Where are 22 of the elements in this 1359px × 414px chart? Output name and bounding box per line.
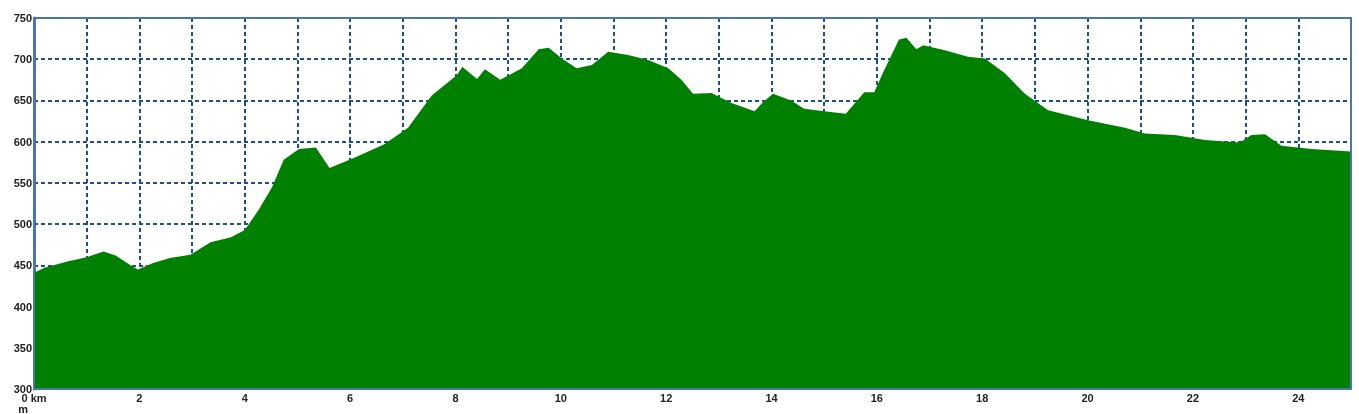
x-tick-label: 16 bbox=[870, 391, 884, 404]
y-axis-title: m bbox=[18, 402, 29, 414]
x-tick-label: 20 bbox=[1081, 391, 1094, 404]
y-tick-label: 700 bbox=[13, 53, 32, 66]
x-tick-label: 10 bbox=[554, 391, 567, 404]
x-tick-label: 12 bbox=[660, 391, 673, 404]
x-tick-label: 4 bbox=[241, 391, 249, 404]
y-tick-label: 500 bbox=[13, 218, 32, 231]
x-tick-label: 8 bbox=[452, 391, 459, 404]
x-tick-label: 6 bbox=[347, 391, 354, 404]
y-tick-label: 650 bbox=[13, 94, 32, 107]
y-tick-label: 350 bbox=[13, 341, 32, 354]
y-tick-label: 550 bbox=[13, 176, 32, 189]
x-tick-label: 18 bbox=[976, 391, 989, 404]
x-tick-label: 14 bbox=[765, 391, 779, 404]
x-tick-label: 24 bbox=[1292, 391, 1306, 404]
y-tick-label: 600 bbox=[13, 135, 32, 148]
x-tick-label: 2 bbox=[136, 391, 143, 404]
x-tick-label: 22 bbox=[1186, 391, 1200, 404]
y-tick-label: 750 bbox=[13, 12, 32, 24]
y-tick-label: 450 bbox=[13, 259, 32, 272]
y-tick-label: 400 bbox=[13, 300, 32, 313]
